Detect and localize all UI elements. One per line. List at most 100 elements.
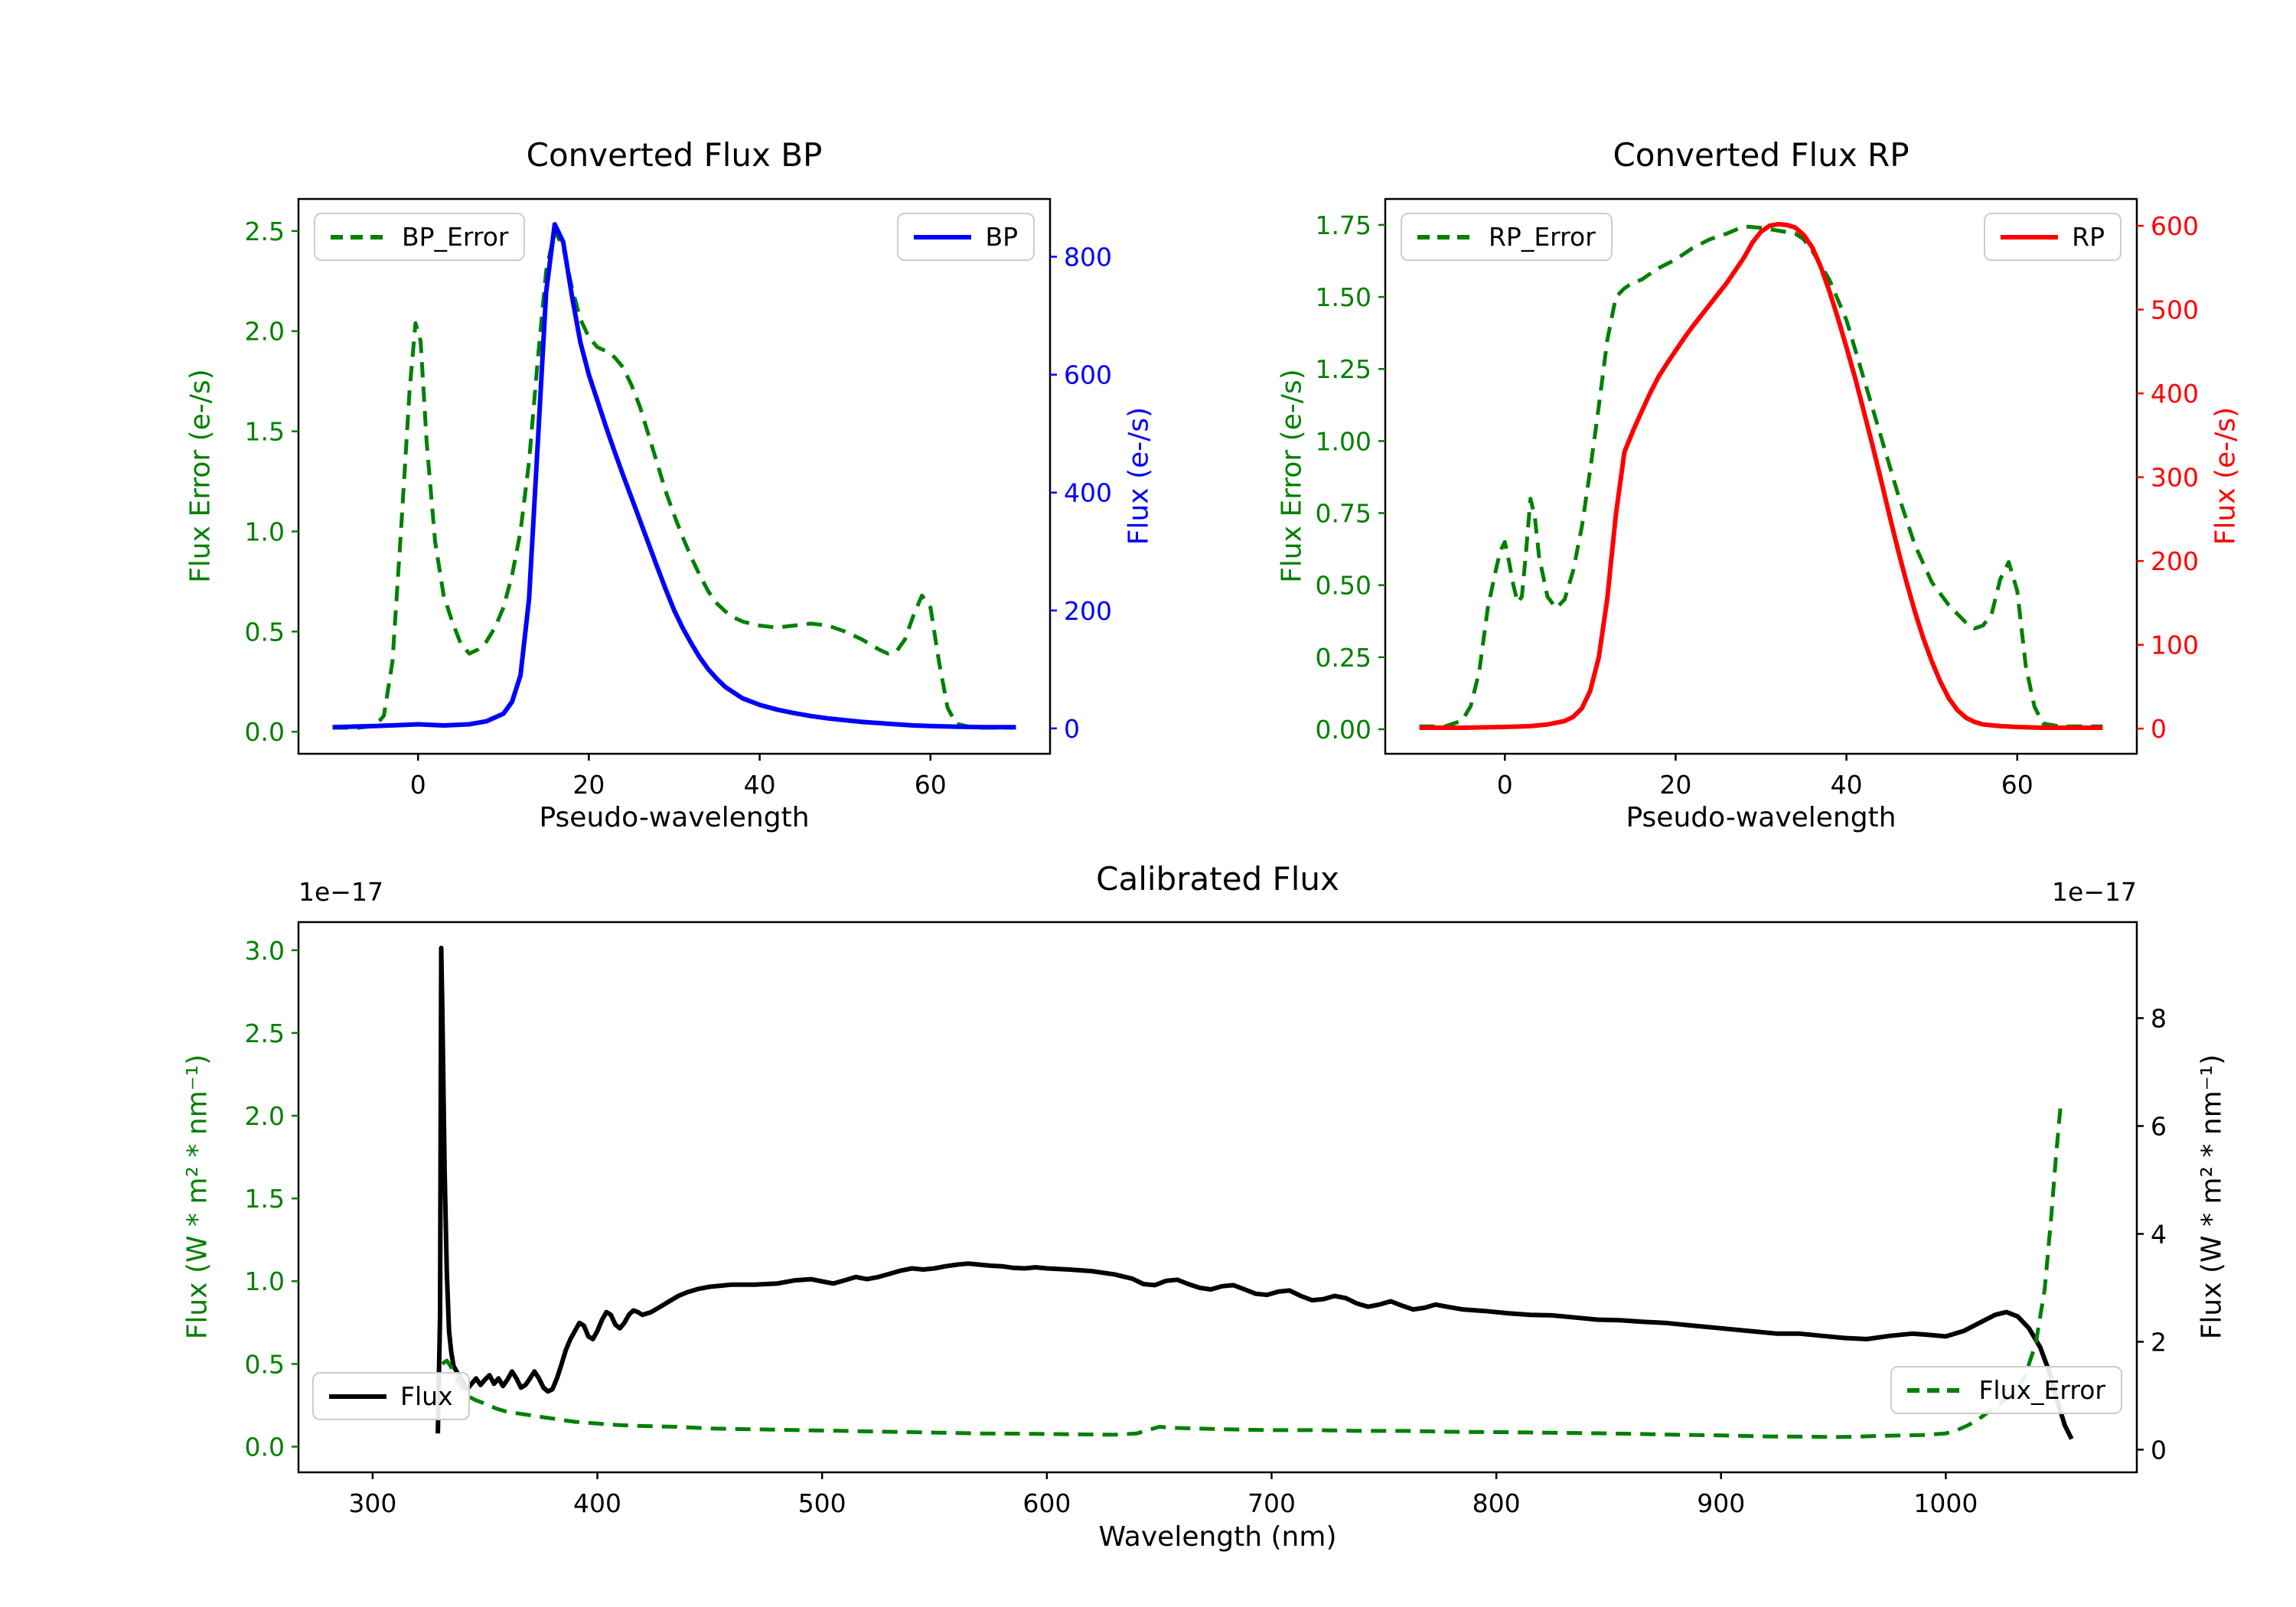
y-tick-label-left: 0.0 bbox=[245, 717, 285, 747]
legend-rp: RP bbox=[1984, 213, 2122, 261]
axes-spine-rp bbox=[1384, 197, 2138, 755]
series-line-Flux bbox=[435, 945, 2074, 1440]
legend-label: BP_Error bbox=[402, 222, 509, 252]
y-tick-label-left: 1.25 bbox=[1316, 354, 1371, 384]
legend-label: Flux_Error bbox=[1978, 1375, 2105, 1405]
y-tick-label-right: 500 bbox=[2151, 295, 2199, 325]
x-tick-label: 40 bbox=[744, 770, 776, 800]
y-tick-label-right: 0 bbox=[2151, 714, 2167, 744]
series-group-cal bbox=[435, 945, 2074, 1440]
y-tick-label-right: 800 bbox=[1064, 243, 1112, 272]
y-tick-label-right: 4 bbox=[2151, 1219, 2167, 1249]
ylabel-right-cal: Flux (W * m² * nm⁻¹) bbox=[2196, 1054, 2228, 1340]
y-tick-label-left: 1.75 bbox=[1316, 210, 1371, 240]
series-line-Flux_Error bbox=[441, 1107, 2063, 1439]
chart-title-bp: Converted Flux BP bbox=[526, 136, 823, 174]
y-tick-label-left: 0.0 bbox=[245, 1432, 285, 1462]
legend-bp: BP bbox=[897, 213, 1035, 261]
series-group-rp bbox=[1419, 221, 2103, 730]
chart-title-rp: Converted Flux RP bbox=[1613, 136, 1910, 174]
xlabel-rp: Pseudo-wavelength bbox=[1626, 802, 1896, 833]
y-tick-label-left: 0.25 bbox=[1316, 643, 1371, 673]
xlabel-cal: Wavelength (nm) bbox=[1098, 1521, 1337, 1553]
ylabel-left-bp: Flux Error (e-/s) bbox=[184, 369, 217, 583]
legend-label: BP bbox=[985, 222, 1018, 252]
axes-spine-cal bbox=[297, 921, 2138, 1474]
offset-text-right: 1e−17 bbox=[2052, 877, 2137, 907]
x-tick-label: 600 bbox=[1022, 1488, 1071, 1518]
legend-line-sample bbox=[914, 234, 972, 240]
offset-text-left: 1e−17 bbox=[298, 877, 383, 907]
y-tick-label-left: 0.5 bbox=[245, 1349, 285, 1379]
y-tick-label-left: 0.75 bbox=[1316, 499, 1371, 529]
x-tick-label: 60 bbox=[2001, 770, 2033, 800]
y-tick-label-left: 1.5 bbox=[245, 417, 285, 447]
ylabel-left-cal: Flux (W * m² * nm⁻¹) bbox=[181, 1054, 214, 1340]
legend-label: Flux bbox=[400, 1381, 453, 1411]
y-tick-label-right: 8 bbox=[2151, 1003, 2167, 1033]
legend-flux: Flux bbox=[312, 1372, 470, 1420]
y-tick-label-left: 3.0 bbox=[245, 936, 285, 966]
y-tick-label-left: 2.5 bbox=[245, 1019, 285, 1048]
legend-line-sample bbox=[1417, 234, 1475, 240]
x-tick-label: 0 bbox=[410, 770, 426, 800]
x-tick-label: 500 bbox=[798, 1488, 846, 1518]
y-tick-label-right: 300 bbox=[2151, 463, 2199, 493]
y-tick-label-right: 400 bbox=[2151, 379, 2199, 409]
legend-line-sample bbox=[1907, 1387, 1965, 1393]
x-tick-label: 700 bbox=[1247, 1488, 1296, 1518]
y-tick-label-right: 6 bbox=[2151, 1111, 2167, 1141]
y-tick-label-right: 200 bbox=[1064, 596, 1112, 626]
legend-line-sample bbox=[331, 234, 388, 240]
y-tick-label-left: 1.0 bbox=[245, 1266, 285, 1296]
x-tick-label: 800 bbox=[1473, 1488, 1521, 1518]
y-tick-label-right: 200 bbox=[2151, 546, 2199, 576]
series-line-BP_Error bbox=[332, 229, 1016, 730]
y-tick-label-left: 0.50 bbox=[1316, 571, 1371, 601]
axes-spine-bp bbox=[297, 197, 1052, 755]
x-tick-label: 0 bbox=[1497, 770, 1513, 800]
legend-label: RP bbox=[2072, 222, 2105, 252]
x-tick-label: 20 bbox=[1659, 770, 1691, 800]
legend-rp-error: RP_Error bbox=[1401, 213, 1613, 261]
y-tick-label-left: 1.50 bbox=[1316, 282, 1371, 312]
y-tick-label-left: 0.00 bbox=[1316, 715, 1371, 745]
x-tick-label: 300 bbox=[348, 1488, 396, 1518]
ylabel-right-rp: Flux (e-/s) bbox=[2210, 406, 2242, 546]
x-tick-label: 900 bbox=[1697, 1488, 1745, 1518]
y-tick-label-right: 600 bbox=[1064, 360, 1112, 390]
y-tick-label-left: 1.0 bbox=[245, 517, 285, 546]
x-tick-label: 60 bbox=[915, 770, 947, 800]
chart-title-cal: Calibrated Flux bbox=[1096, 860, 1339, 898]
y-tick-label-left: 2.0 bbox=[245, 317, 285, 347]
x-tick-label: 1000 bbox=[1913, 1488, 1978, 1518]
y-tick-label-left: 0.5 bbox=[245, 617, 285, 647]
y-tick-label-right: 0 bbox=[2151, 1435, 2167, 1465]
ylabel-left-rp: Flux Error (e-/s) bbox=[1276, 369, 1308, 583]
ylabel-right-bp: Flux (e-/s) bbox=[1123, 406, 1155, 546]
legend-line-sample bbox=[329, 1393, 386, 1399]
legend-label: RP_Error bbox=[1489, 222, 1596, 252]
y-tick-label-right: 600 bbox=[2151, 211, 2199, 241]
x-tick-label: 20 bbox=[572, 770, 605, 800]
x-tick-label: 40 bbox=[1831, 770, 1863, 800]
legend-flux-error: Flux_Error bbox=[1890, 1366, 2122, 1414]
series-line-RP_Error bbox=[1419, 224, 2103, 729]
xlabel-bp: Pseudo-wavelength bbox=[539, 802, 810, 833]
y-tick-label-right: 0 bbox=[1064, 714, 1080, 744]
legend-bp-error: BP_Error bbox=[314, 213, 526, 261]
y-tick-label-right: 400 bbox=[1064, 478, 1112, 508]
y-tick-label-right: 100 bbox=[2151, 631, 2199, 660]
x-tick-label: 400 bbox=[573, 1488, 621, 1518]
series-group-bp bbox=[332, 222, 1016, 730]
y-tick-label-right: 2 bbox=[2151, 1327, 2167, 1357]
series-line-BP bbox=[332, 222, 1016, 730]
y-tick-label-left: 1.00 bbox=[1316, 426, 1371, 456]
series-line-RP bbox=[1419, 221, 2103, 730]
y-tick-label-left: 2.5 bbox=[245, 217, 285, 246]
y-tick-label-left: 2.0 bbox=[245, 1101, 285, 1131]
legend-line-sample bbox=[2001, 234, 2059, 240]
y-tick-label-left: 1.5 bbox=[245, 1184, 285, 1214]
